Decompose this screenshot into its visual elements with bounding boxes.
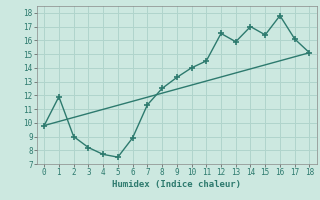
X-axis label: Humidex (Indice chaleur): Humidex (Indice chaleur) bbox=[112, 180, 241, 189]
